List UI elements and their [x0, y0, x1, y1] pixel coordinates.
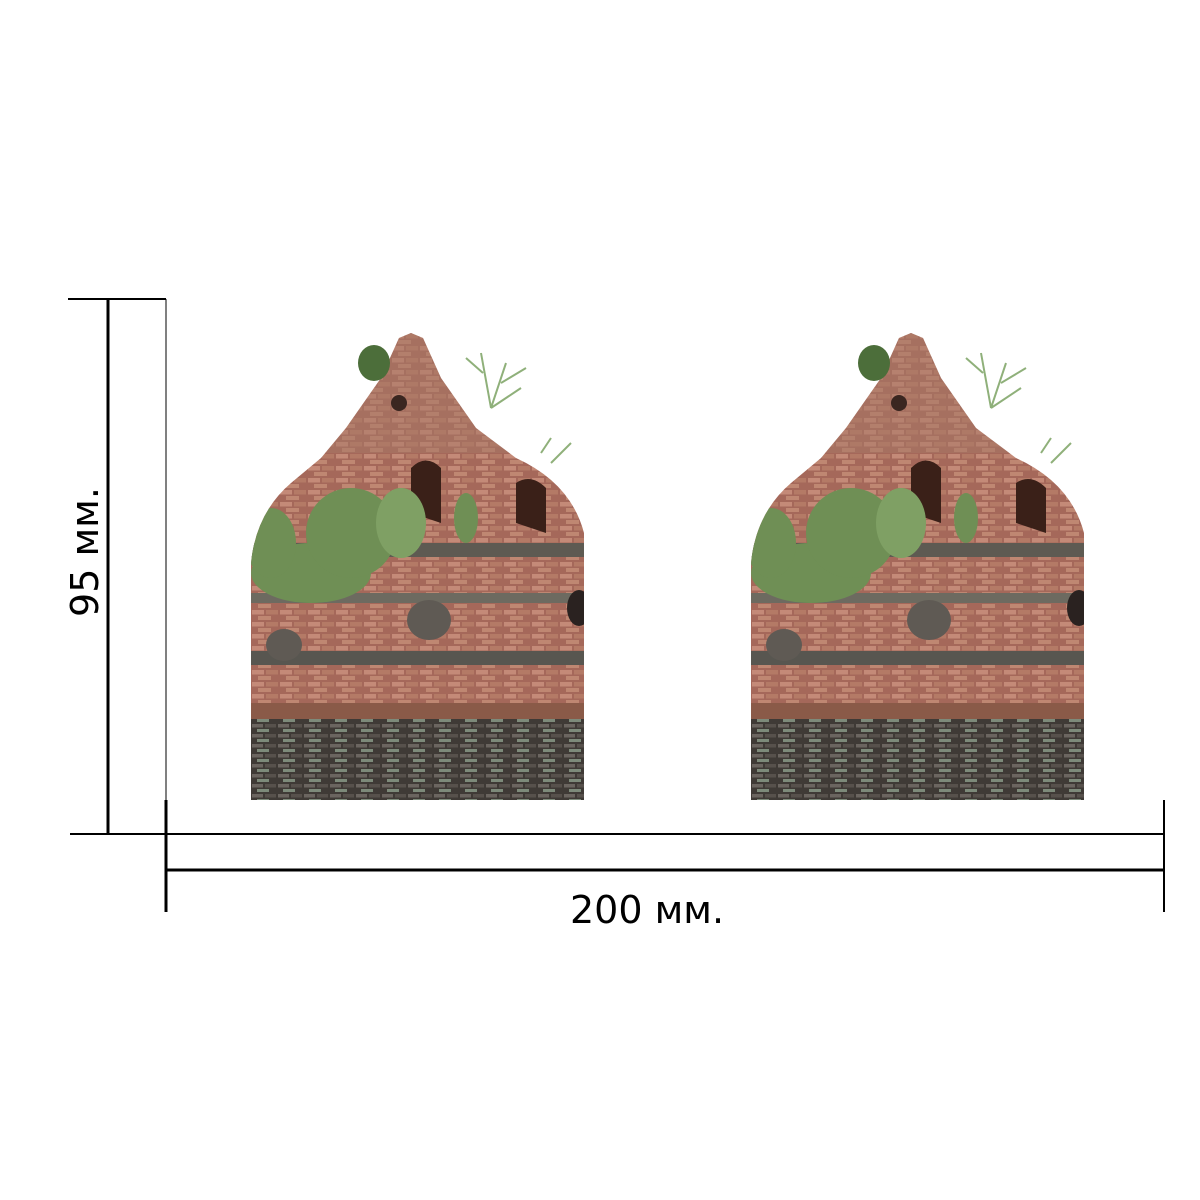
product-image-left — [246, 333, 591, 800]
product-image-right — [746, 333, 1091, 800]
height-label: 95 мм. — [63, 487, 107, 617]
height-dimension-lines — [68, 298, 1164, 835]
width-label: 200 мм. — [570, 888, 725, 932]
width-dimension-lines — [164, 800, 1165, 912]
